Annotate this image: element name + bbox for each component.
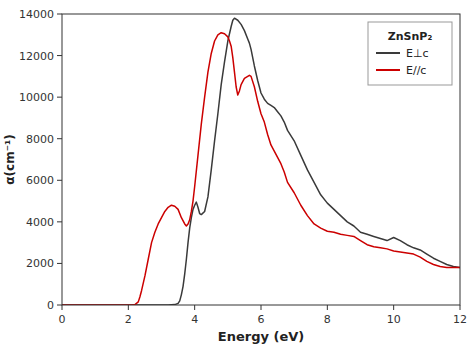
legend-box	[368, 22, 452, 85]
plot-area	[62, 14, 460, 305]
legend: ZnSnP₂ E⊥c E//c	[368, 22, 452, 85]
y-tick	[57, 263, 62, 264]
axes: 0 2 4 6 8 10 12 0 2000 4000 6000 8000 10000 12000 1400…	[19, 8, 467, 326]
series-group	[62, 18, 460, 305]
y-tick	[57, 14, 62, 15]
y-tick-label: 2000	[26, 257, 54, 270]
y-tick	[57, 97, 62, 98]
y-tick	[57, 305, 62, 306]
x-tick	[460, 305, 461, 310]
y-tick	[57, 180, 62, 181]
y-tick-label: 14000	[19, 8, 54, 21]
y-axis-label: α(cm⁻¹)	[3, 134, 17, 184]
x-axis-label: Energy (eV)	[218, 329, 304, 344]
x-tick-label: 12	[453, 313, 467, 326]
x-tick	[194, 305, 195, 310]
x-tick-label: 0	[59, 313, 66, 326]
y-tick	[57, 221, 62, 222]
legend-title: ZnSnP₂	[388, 30, 433, 43]
x-tick	[261, 305, 262, 310]
y-tick	[57, 138, 62, 139]
legend-swatch	[376, 52, 400, 54]
x-tick	[393, 305, 394, 310]
x-tick-label: 2	[125, 313, 132, 326]
legend-swatch	[376, 69, 400, 71]
x-tick	[327, 305, 328, 310]
legend-entry: E//c	[406, 64, 426, 77]
y-tick-label: 8000	[26, 133, 54, 146]
legend-entry: E⊥c	[406, 47, 429, 60]
x-tick	[62, 305, 63, 310]
chart: 0 2 4 6 8 10 12 0 2000 4000 6000 8000 10000 12000 1400…	[0, 0, 474, 351]
x-tick-label: 4	[191, 313, 198, 326]
plot-frame	[62, 14, 460, 305]
y-tick-label: 4000	[26, 216, 54, 229]
x-tick-label: 6	[258, 313, 265, 326]
y-tick-label: 0	[47, 299, 54, 312]
x-tick	[128, 305, 129, 310]
y-tick-label: 12000	[19, 50, 54, 63]
series-line	[62, 18, 460, 305]
y-tick-label: 10000	[19, 91, 54, 104]
y-tick-label: 6000	[26, 174, 54, 187]
y-tick	[57, 55, 62, 56]
x-tick-label: 8	[324, 313, 331, 326]
x-tick-label: 10	[387, 313, 401, 326]
